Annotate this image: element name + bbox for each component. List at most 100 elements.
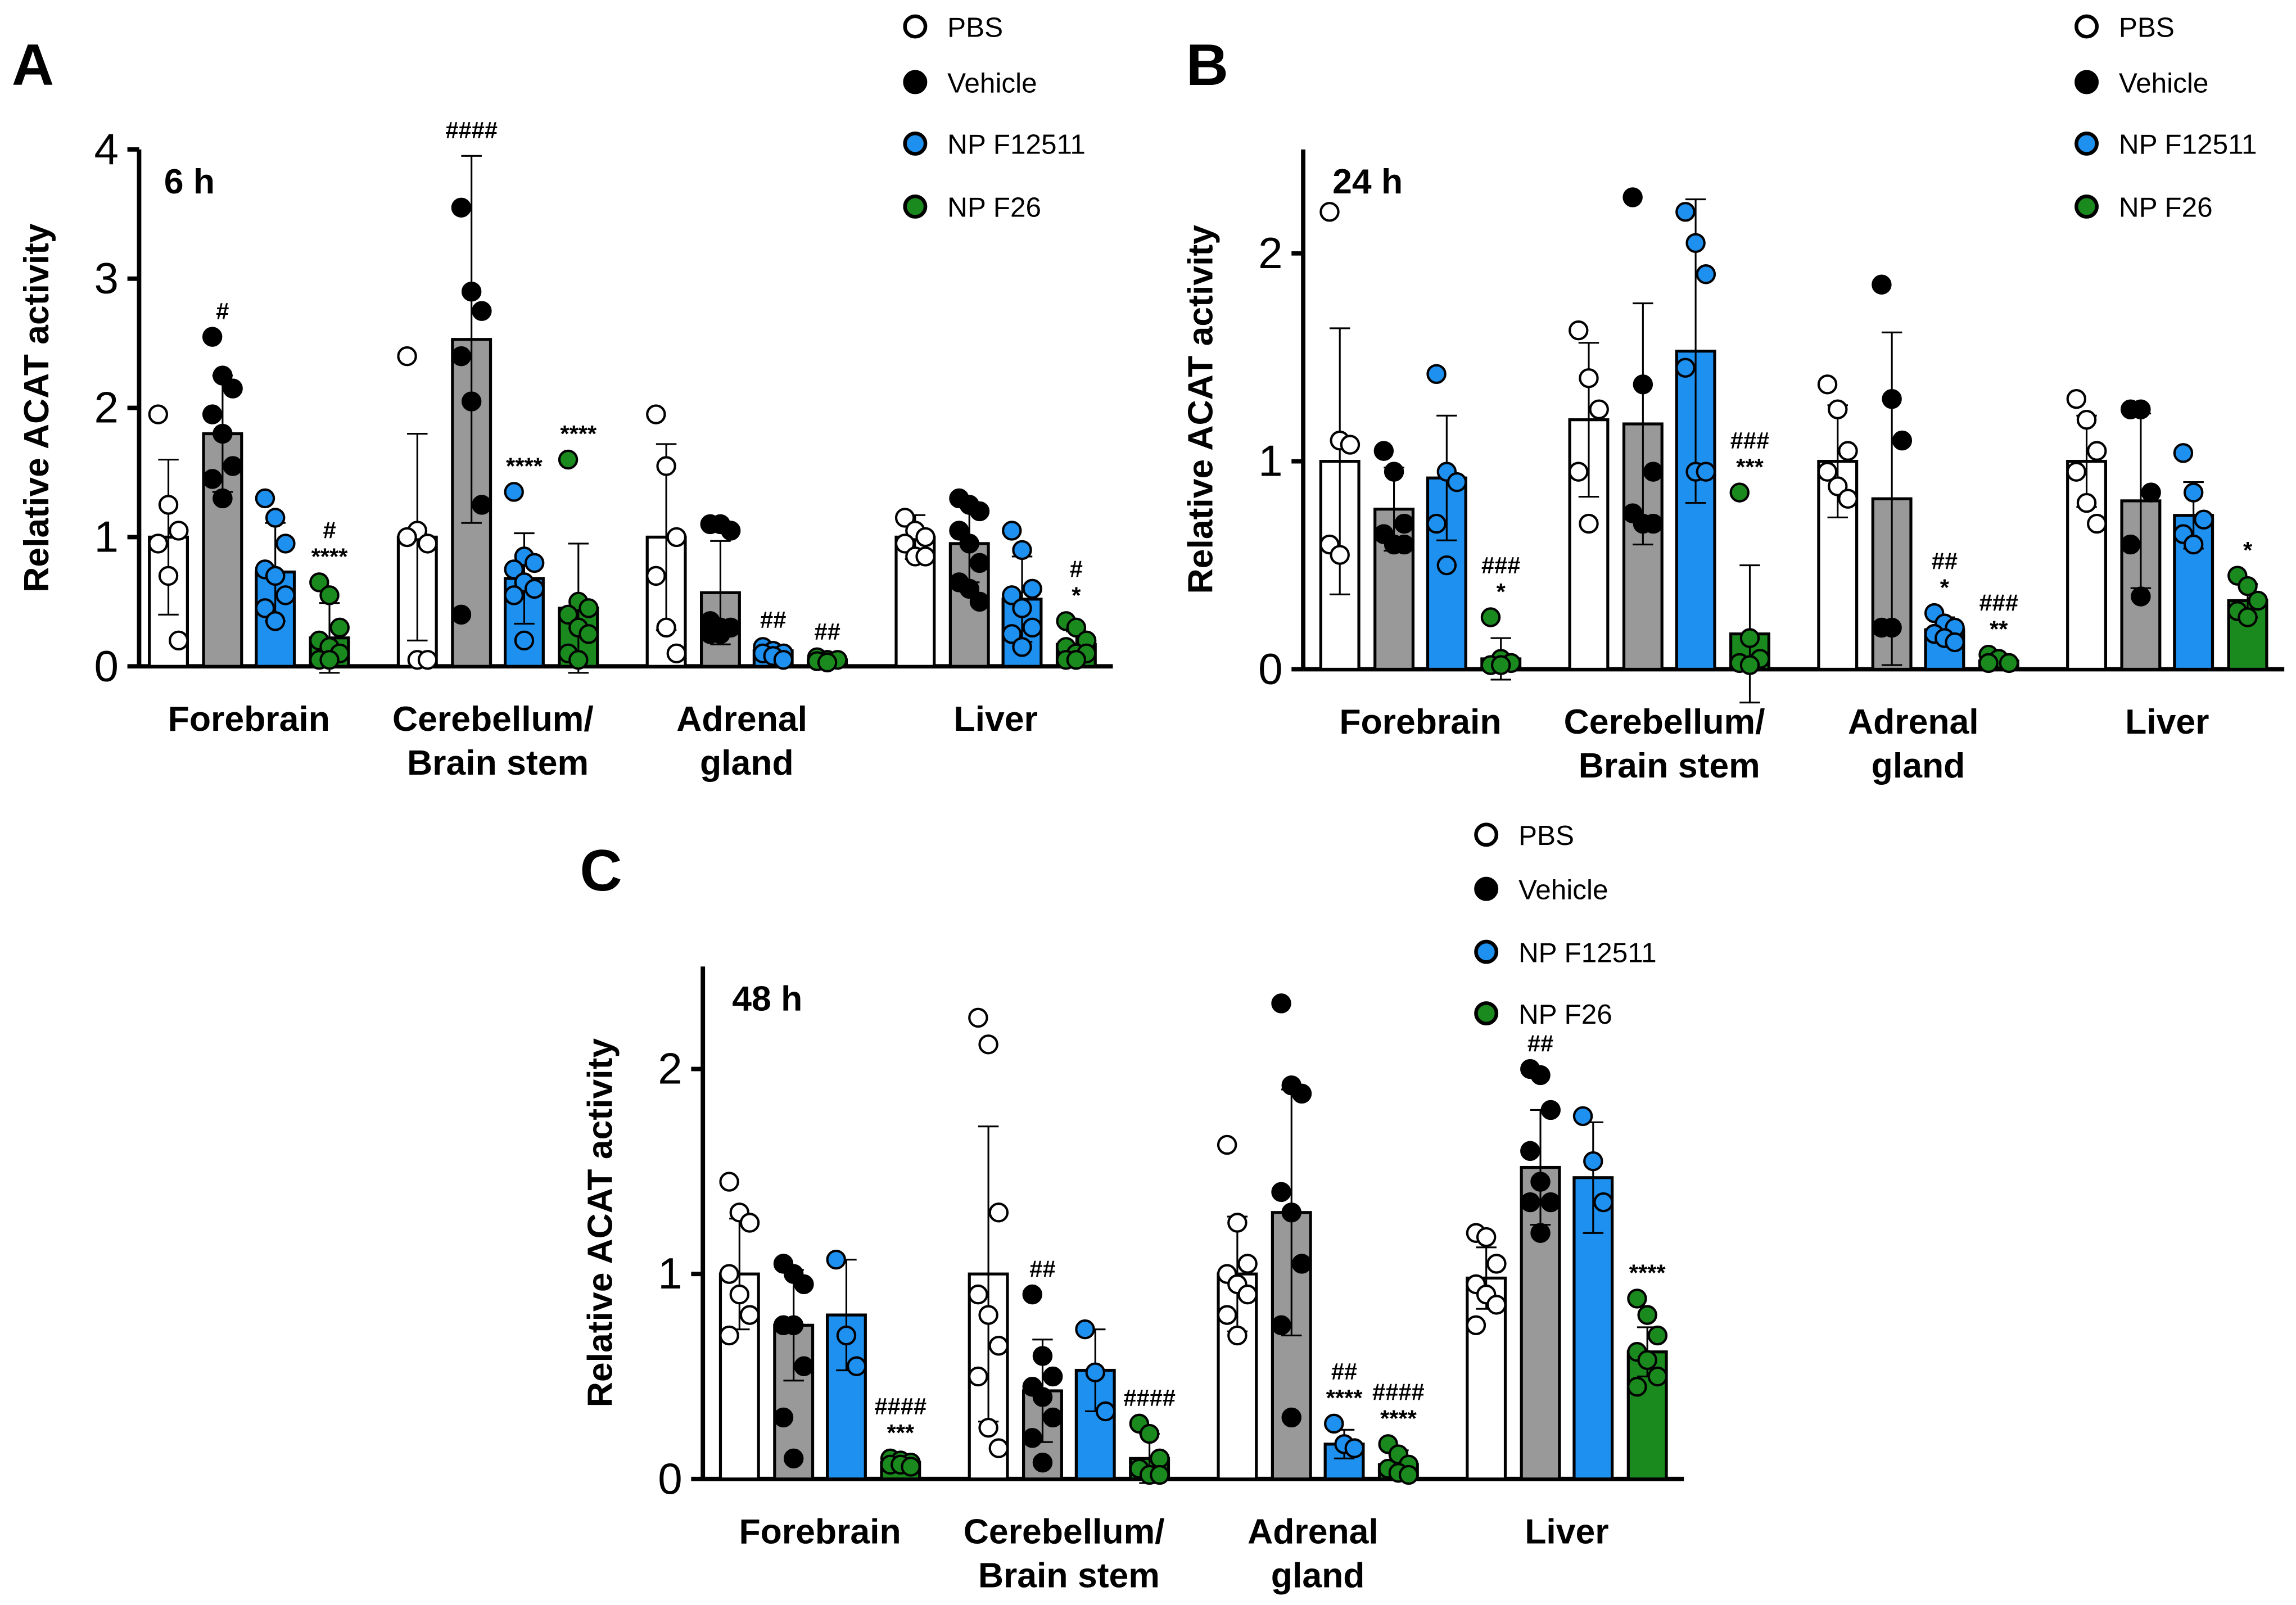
data-point <box>397 346 417 367</box>
data-point <box>1319 202 1340 222</box>
label-line: Cerebellum/ <box>392 699 603 739</box>
data-point <box>202 404 223 424</box>
data-point <box>773 650 794 670</box>
data-point <box>2173 443 2194 463</box>
data-point <box>1271 993 1291 1014</box>
data-point <box>2238 607 2258 627</box>
data-point <box>1394 513 1414 534</box>
data-point <box>1384 462 1404 482</box>
legend-label: NP F12511 <box>2119 129 2257 160</box>
data-point <box>739 1305 760 1325</box>
data-point <box>1817 462 1838 482</box>
significance: ## <box>1932 548 1958 574</box>
data-point <box>1022 617 1042 638</box>
x-tick-label: Cerebellum/ Brain stem <box>1564 702 1775 785</box>
significance: #### <box>445 117 498 143</box>
data-point <box>461 281 482 302</box>
data-point <box>169 521 189 541</box>
data-point <box>504 482 524 502</box>
significance: **** <box>1629 1260 1666 1286</box>
data-point <box>1486 1254 1507 1274</box>
data-point <box>968 1284 988 1305</box>
data-point <box>1271 1182 1291 1202</box>
data-point <box>719 1172 739 1192</box>
data-point <box>1882 617 1902 638</box>
data-point <box>2066 388 2087 409</box>
data-point <box>265 611 286 631</box>
significance: ## <box>1029 1255 1055 1282</box>
legend-marker <box>2074 194 2099 219</box>
data-point <box>1872 274 1892 295</box>
data-point <box>578 624 599 644</box>
data-point <box>158 495 179 515</box>
data-point <box>1838 441 1858 461</box>
significance: * <box>1940 574 1950 600</box>
data-point <box>202 327 223 347</box>
y-tick-label: 2 <box>658 1044 682 1093</box>
significance: **** <box>1380 1405 1417 1432</box>
data-point <box>783 1315 804 1336</box>
significance: ### <box>1730 427 1770 454</box>
data-point <box>949 521 969 541</box>
data-point <box>1012 637 1032 657</box>
data-point <box>1739 655 1760 675</box>
data-point <box>1828 476 1848 496</box>
y-tick-label: 1 <box>94 512 119 561</box>
data-point <box>968 1007 988 1028</box>
data-point <box>969 553 990 573</box>
significance: ### <box>1481 552 1521 578</box>
data-point <box>397 527 417 548</box>
data-point <box>915 546 935 567</box>
data-point <box>255 598 275 618</box>
significance: ** <box>1990 616 2008 642</box>
data-point <box>968 1366 988 1387</box>
data-point <box>2087 441 2107 461</box>
significance: * <box>1497 578 1506 605</box>
data-point <box>1490 655 1511 675</box>
data-point <box>1627 1377 1647 1397</box>
data-point <box>988 1438 1009 1458</box>
data-point <box>646 566 666 586</box>
time-label: 48 h <box>732 979 802 1018</box>
legend-marker <box>903 70 928 94</box>
data-point <box>1095 1401 1116 1422</box>
data-point <box>1436 555 1457 576</box>
data-point <box>451 346 472 367</box>
data-point <box>1150 1448 1170 1469</box>
data-point <box>720 521 741 541</box>
data-point <box>1330 545 1350 565</box>
data-point <box>309 572 329 593</box>
y-tick-label: 2 <box>94 383 119 432</box>
data-point <box>646 404 666 424</box>
data-point <box>255 488 275 509</box>
data-point <box>1066 617 1087 638</box>
data-point <box>1643 462 1664 482</box>
data-point <box>666 527 687 548</box>
data-point <box>2248 590 2268 611</box>
x-tick-label: Liver <box>1525 1512 1608 1551</box>
data-point <box>472 301 492 321</box>
data-point <box>1828 399 1848 419</box>
significance: **** <box>506 453 543 480</box>
data-point <box>2087 513 2107 534</box>
data-point <box>894 508 915 528</box>
legend-marker <box>1474 939 1499 964</box>
data-point <box>1012 598 1032 618</box>
y-tick-label: 3 <box>94 254 119 303</box>
data-point <box>969 501 990 522</box>
data-point <box>1817 374 1838 395</box>
y-axis-label: Relative ACAT activity <box>581 1038 620 1408</box>
data-point <box>1227 1325 1248 1346</box>
data-point <box>915 527 935 548</box>
data-point <box>1540 1192 1561 1213</box>
label-line: Adrenal <box>1848 702 1988 742</box>
significance: *** <box>1736 454 1764 480</box>
data-point <box>1340 435 1361 455</box>
data-point <box>223 456 243 476</box>
data-point <box>2066 462 2087 482</box>
data-point <box>213 488 233 509</box>
data-point <box>1622 187 1643 207</box>
data-point <box>846 1356 867 1376</box>
data-point <box>2076 409 2097 430</box>
data-point <box>1583 1151 1603 1172</box>
